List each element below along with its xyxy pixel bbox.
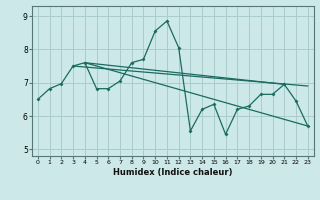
X-axis label: Humidex (Indice chaleur): Humidex (Indice chaleur) bbox=[113, 168, 233, 177]
